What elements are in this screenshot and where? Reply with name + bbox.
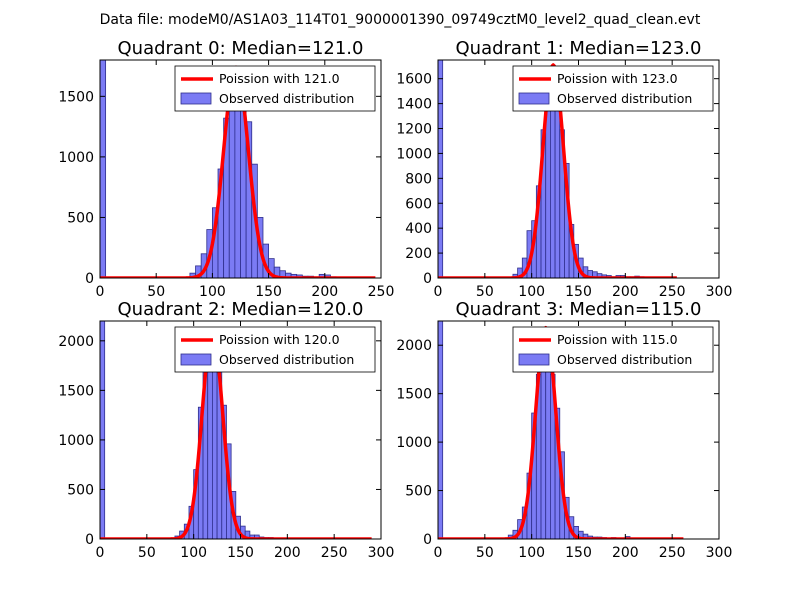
x-tick-label: 200 — [274, 545, 301, 561]
x-tick-label: 0 — [96, 545, 105, 561]
panel-title: Quadrant 1: Median=123.0 — [456, 38, 702, 59]
legend-label-observed: Observed distribution — [557, 91, 692, 106]
x-tick-label: 300 — [706, 284, 733, 300]
y-tick-label: 200 — [405, 246, 432, 262]
legend-label-observed: Observed distribution — [219, 352, 354, 367]
legend: Poission with 115.0 Observed distribution — [512, 326, 714, 373]
x-tick-label: 300 — [706, 545, 733, 561]
histogram-bar — [228, 93, 236, 278]
x-tick-label: 50 — [138, 545, 156, 561]
x-tick-label: 0 — [434, 284, 443, 300]
quadrant-2-panel: 0 50 100 150 200 250 300 0 500 1000 1500 2000 Quadra… — [58, 299, 394, 561]
x-tick-label: 0 — [96, 284, 105, 300]
y-tick-label: 0 — [85, 271, 94, 287]
x-tick-label: 100 — [199, 284, 226, 300]
x-tick-label: 50 — [476, 545, 494, 561]
legend-bar-swatch — [180, 353, 212, 366]
poisson-curve — [100, 329, 373, 539]
y-tick-label: 0 — [85, 532, 94, 548]
legend-bar-swatch — [518, 353, 550, 366]
y-tick-label: 1500 — [58, 383, 94, 399]
x-tick-label: 50 — [476, 284, 494, 300]
axes-frame — [99, 59, 382, 279]
x-tick-label: 50 — [147, 284, 165, 300]
y-tick-label: 600 — [405, 196, 432, 212]
panel-title: Quadrant 3: Median=115.0 — [456, 299, 702, 320]
legend-label-poisson: Poission with 115.0 — [557, 332, 678, 347]
x-tick-label: 200 — [612, 284, 639, 300]
poisson-curve — [438, 326, 685, 539]
legend-bar-swatch — [518, 92, 550, 105]
legend-label-poisson: Poission with 123.0 — [557, 71, 678, 86]
y-tick-label: 400 — [405, 221, 432, 237]
quadrant-0-panel: 0 50 100 150 200 250 0 500 1000 1500 Quadrant 0: M… — [58, 38, 394, 300]
y-tick-label: 1500 — [396, 387, 432, 403]
x-tick-label: 150 — [565, 545, 592, 561]
panel-title: Quadrant 2: Median=120.0 — [118, 299, 364, 320]
x-tick-label: 200 — [311, 284, 338, 300]
histogram-bar — [438, 321, 444, 539]
x-tick-label: 250 — [321, 545, 348, 561]
legend: Poission with 121.0 Observed distribution — [174, 65, 376, 112]
x-tick-label: 150 — [565, 284, 592, 300]
quadrant-1-panel: 0 50 100 150 200 250 300 0 200 400 600 800 1000 1200 1… — [396, 38, 732, 300]
y-tick-label: 0 — [423, 532, 432, 548]
x-tick-label: 100 — [180, 545, 207, 561]
y-tick-label: 1000 — [396, 435, 432, 451]
x-tick-label: 250 — [659, 545, 686, 561]
y-tick-label: 1000 — [396, 146, 432, 162]
y-tick-label: 1000 — [58, 433, 94, 449]
x-tick-label: 150 — [227, 545, 254, 561]
y-tick-label: 1200 — [396, 122, 432, 138]
histogram-bar — [438, 60, 444, 278]
y-tick-label: 1400 — [396, 97, 432, 113]
histogram-bar — [545, 344, 551, 539]
legend-label-poisson: Poission with 120.0 — [219, 332, 340, 347]
legend: Poission with 120.0 Observed distribution — [174, 326, 376, 373]
y-tick-label: 500 — [405, 484, 432, 500]
x-tick-label: 150 — [255, 284, 282, 300]
y-tick-label: 1500 — [58, 89, 94, 105]
x-tick-label: 250 — [659, 284, 686, 300]
histogram-bar — [540, 349, 547, 539]
y-tick-label: 1000 — [58, 150, 94, 166]
x-tick-label: 100 — [518, 545, 545, 561]
y-tick-label: 500 — [67, 482, 94, 498]
legend-label-observed: Observed distribution — [219, 91, 354, 106]
y-tick-label: 800 — [405, 171, 432, 187]
histogram-bar — [100, 321, 106, 539]
y-tick-label: 500 — [67, 210, 94, 226]
y-tick-label: 0 — [423, 271, 432, 287]
legend: Poission with 123.0 Observed distribution — [512, 65, 714, 112]
y-tick-label: 1600 — [396, 72, 432, 88]
legend-label-poisson: Poission with 121.0 — [219, 71, 340, 86]
figure-suptitle: Data file: modeM0/AS1A03_114T01_90000013… — [100, 12, 701, 28]
x-tick-label: 200 — [612, 545, 639, 561]
histogram-bar — [100, 60, 107, 278]
x-tick-label: 0 — [434, 545, 443, 561]
legend-bar-swatch — [180, 92, 212, 105]
x-tick-label: 300 — [368, 545, 395, 561]
quadrant-3-panel: 0 50 100 150 200 250 300 0 500 1000 1500 2000 Quadra… — [396, 299, 732, 561]
panel-title: Quadrant 0: Median=121.0 — [118, 38, 364, 59]
legend-label-observed: Observed distribution — [557, 352, 692, 367]
y-tick-label: 2000 — [58, 334, 94, 350]
x-tick-label: 250 — [368, 284, 395, 300]
y-tick-label: 2000 — [396, 338, 432, 354]
x-tick-label: 100 — [518, 284, 545, 300]
